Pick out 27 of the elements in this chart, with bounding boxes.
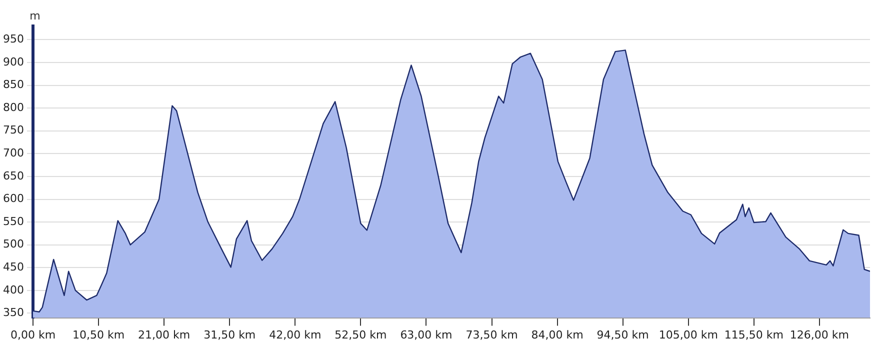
- y-tick-label: 600: [2, 192, 24, 206]
- x-tick-label: 31,50 km: [204, 328, 256, 342]
- y-tick-label: 800: [2, 100, 24, 114]
- x-tick-label: 63,00 km: [400, 328, 452, 342]
- x-tick-label: 94,50 km: [596, 328, 649, 342]
- y-tick-label: 750: [2, 124, 24, 137]
- y-tick-label: 400: [2, 283, 24, 296]
- x-tick-label: 42,00 km: [269, 328, 322, 342]
- y-axis-title: m: [30, 9, 40, 22]
- x-tick-label: 21,00 km: [138, 328, 190, 342]
- x-tick-label: 84,00 km: [531, 328, 584, 342]
- y-tick-label: 850: [2, 78, 24, 92]
- x-tick-label: 52,50 km: [334, 328, 387, 342]
- y-tick-label: 900: [2, 55, 24, 68]
- y-tick-label: 450: [2, 260, 24, 274]
- y-tick-label: 500: [2, 238, 24, 251]
- x-tick-label: 105,00 km: [658, 328, 718, 342]
- x-tick-label: 10,50 km: [72, 328, 125, 342]
- y-tick-label: 550: [2, 214, 24, 228]
- y-tick-label: 650: [2, 169, 24, 182]
- x-tick-label: 126,00 km: [790, 328, 849, 342]
- y-tick-label: 700: [2, 146, 24, 160]
- y-tick-label: 950: [2, 32, 24, 46]
- x-tick-label: 115,50 km: [724, 328, 784, 342]
- y-tick-label: 350: [2, 306, 24, 320]
- x-tick-label: 73,50 km: [466, 328, 518, 342]
- x-tick-label: 0,00 km: [10, 328, 56, 342]
